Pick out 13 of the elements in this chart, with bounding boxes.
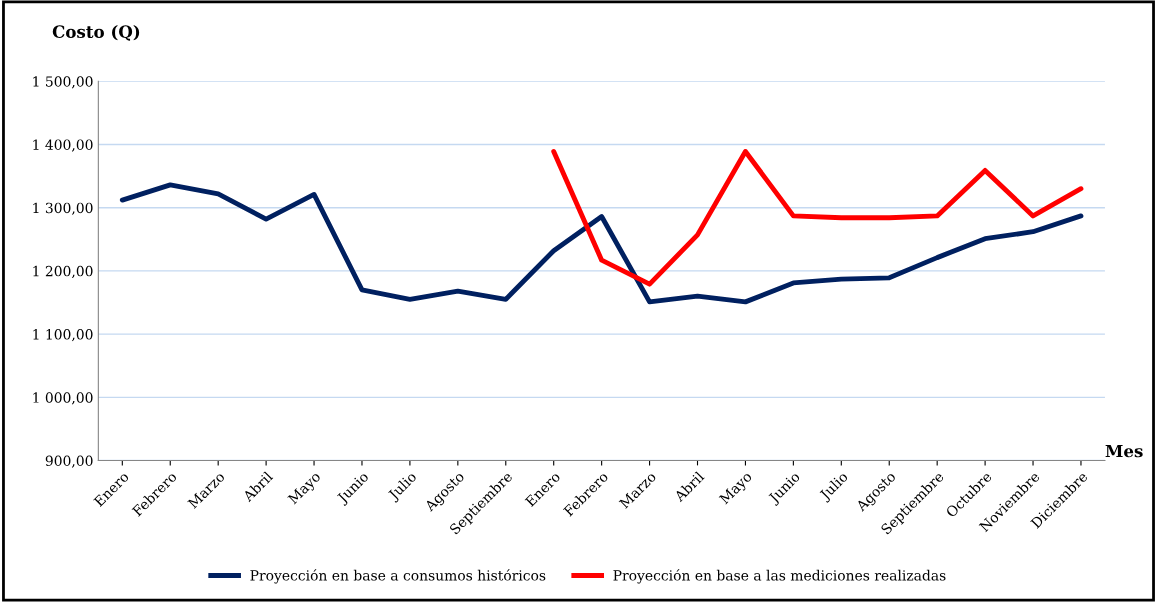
y-tick-label: 900,00 bbox=[45, 455, 93, 468]
legend-label: Proyección en base a las mediciones realizadas bbox=[613, 569, 946, 584]
line-series bbox=[551, 149, 1084, 287]
line-series bbox=[119, 182, 1084, 305]
y-tick-label: 1 400,00 bbox=[33, 139, 93, 152]
y-tick-label: 1 300,00 bbox=[33, 202, 93, 215]
y-tick-label: 1 100,00 bbox=[33, 329, 93, 342]
legend-label: Proyección en base a consumos históricos bbox=[250, 569, 546, 584]
y-tick-label: 1 000,00 bbox=[33, 392, 93, 405]
x-axis-title: Mes bbox=[1105, 444, 1143, 458]
y-tick-label: 1 500,00 bbox=[33, 76, 93, 89]
y-tick-label: 1 200,00 bbox=[33, 265, 93, 279]
y-axis-title: Costo (Q) bbox=[52, 25, 140, 41]
